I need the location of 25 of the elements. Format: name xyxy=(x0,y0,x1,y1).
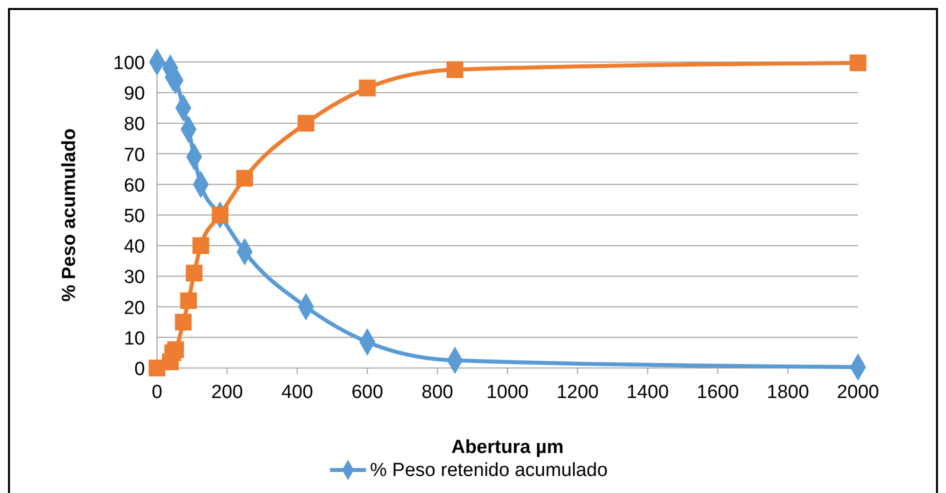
x-tick-label: 200 xyxy=(211,382,243,403)
x-tick-label: 800 xyxy=(422,382,454,403)
x-tick-label: 0 xyxy=(152,382,162,403)
x-tick-label: 2000 xyxy=(836,382,880,403)
y-tick-label: 30 xyxy=(124,267,145,288)
legend-label: % Peso retenido acumulado xyxy=(370,460,608,481)
x-tick-label: 400 xyxy=(281,382,314,403)
x-tick-label: 600 xyxy=(351,382,384,403)
x-tick-label: 1000 xyxy=(486,382,529,403)
y-tick-label: 70 xyxy=(124,144,145,166)
y-tick-label: 90 xyxy=(124,84,145,105)
y-tick-label: 60 xyxy=(124,175,145,196)
x-tick-label: 1200 xyxy=(556,382,599,403)
y-tick-label: 10 xyxy=(124,328,145,350)
y-tick-label: 40 xyxy=(124,236,145,258)
x-tick-label: 1600 xyxy=(696,382,739,403)
y-tick-label: 80 xyxy=(124,114,145,136)
x-tick-label: 1400 xyxy=(626,382,669,403)
x-tick-label: 1800 xyxy=(766,382,810,403)
y-tick-label: 50 xyxy=(124,206,145,227)
x-axis-title: Abertura µm xyxy=(451,437,564,458)
y-tick-label: 100 xyxy=(113,53,145,74)
y-tick-label: 20 xyxy=(124,298,145,319)
y-axis-title: % Peso acumulado xyxy=(59,128,80,302)
y-tick-label: 0 xyxy=(134,359,145,380)
